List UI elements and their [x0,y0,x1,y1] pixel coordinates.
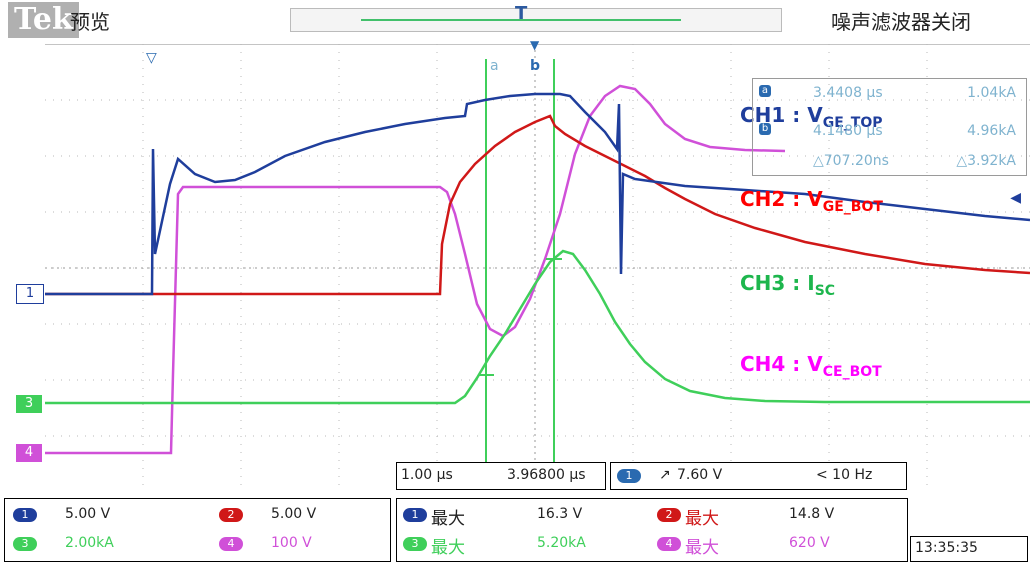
waveform-svg [45,43,1031,489]
ch3-scale: 2.00kA [65,535,114,551]
ch4-scale: 100 V [271,535,312,551]
trigger-position-icon[interactable]: ▽ [146,50,157,66]
graticule [45,43,1030,489]
cursor-a-tag-top[interactable]: a [490,58,499,74]
clock: 13:35:35 [915,540,978,556]
ch3-scale-tag[interactable]: 3 [13,537,37,551]
cursor-b-tag: b [759,123,771,135]
ch1-scale-tag[interactable]: 1 [13,508,37,522]
trigger-position-marker[interactable]: T [515,3,528,24]
ch2-waveform [45,114,1031,296]
cursor-b-time: 4.1480 µs [813,123,883,139]
meas-ch1-label: 最大 [431,509,465,529]
ch1-scale: 5.00 V [65,506,111,522]
ch3-label-sub: SC [814,283,836,299]
ch1-ground-marker[interactable]: 1 [16,284,44,304]
acquisition-mode: 预览 [70,10,110,34]
trigger-source-tag: 1 [617,469,641,483]
trigger-arrow-icon: ▼ [530,38,540,52]
cursor-b-tag-top[interactable]: b [530,58,541,74]
meas-ch1-tag[interactable]: 1 [403,508,427,522]
meas-ch1-value: 16.3 V [537,506,583,522]
meas-ch2-value: 14.8 V [789,506,835,522]
ch4-label: CH4 : VCE_BOT [740,352,882,380]
waveform-display[interactable] [45,43,1031,489]
meas-ch4-label: 最大 [685,538,719,558]
measurements-panel: 1 最大 16.3 V 2 最大 14.8 V 3 最大 5.20kA 4 最大… [396,498,908,562]
ch1-label-sub: GE_TOP [822,115,883,131]
vertical-scales-panel: 1 5.00 V 2 5.00 V 3 2.00kA 4 100 V [4,498,391,562]
ch2-label-sub: GE_BOT [822,199,883,215]
ch2-offset-arrow[interactable]: ◀ [1010,190,1021,206]
cursor-a-value: 1.04kA [967,85,1016,101]
meas-ch2-tag[interactable]: 2 [657,508,681,522]
horizontal-position: 3.96800 µs [507,467,586,483]
ch4-label-sub: CE_BOT [822,364,882,380]
ch4-waveform [45,84,786,455]
cursor-readout-panel: a 3.4408 µs 1.04kA b 4.1480 µs 4.96kA △7… [752,78,1027,176]
trigger-frequency: < 10 Hz [816,467,873,483]
meas-ch4-value: 620 V [789,535,830,551]
ch3-label: CH3 : ISC [740,271,835,299]
ch2-label: CH2 : VGE_BOT [740,187,883,215]
timebase-readout[interactable]: 1.00 µs 3.96800 µs [396,462,606,490]
ch3-label-text: CH3 : I [740,271,815,295]
cursor-a-time: 3.4408 µs [813,85,883,101]
ch4-ground-marker[interactable]: 4 [16,444,42,462]
meas-ch3-label: 最大 [431,538,465,558]
ch2-label-text: CH2 : V [740,187,823,211]
cursor-delta-value: △3.92kA [956,153,1016,169]
ch2-scale: 5.00 V [271,506,317,522]
top-bar: Tek 预览 T 噪声滤波器关闭 [0,0,1031,40]
trigger-level: 7.60 V [677,467,723,483]
ch3-ground-marker[interactable]: 3 [16,395,42,413]
ch4-scale-tag[interactable]: 4 [219,537,243,551]
noise-filter-status: 噪声滤波器关闭 [831,10,971,34]
meas-ch3-tag[interactable]: 3 [403,537,427,551]
record-position-bar[interactable]: T [290,3,782,32]
brand-logo: Tek [8,2,79,38]
ch1-waveform [45,92,1031,296]
meas-ch4-tag[interactable]: 4 [657,537,681,551]
trigger-slope-icon: ↗ [659,467,671,483]
record-position-indicator [361,19,681,21]
cursor-b-value: 4.96kA [967,123,1016,139]
ch3-waveform [45,249,1030,405]
cursor-a-tag: a [759,85,771,97]
cursor-delta-time: △707.20ns [813,153,889,169]
ch1-label-text: CH1 : V [740,103,823,127]
trigger-readout[interactable]: 1 ↗ 7.60 V < 10 Hz [610,462,907,490]
ch1-label: CH1 : VGE_TOP [740,103,883,131]
meas-ch2-label: 最大 [685,509,719,529]
ch4-label-text: CH4 : V [740,352,823,376]
ch2-scale-tag[interactable]: 2 [219,508,243,522]
meas-ch3-value: 5.20kA [537,535,586,551]
timebase-scale: 1.00 µs [401,467,453,483]
clock-panel: 13:35:35 [910,536,1028,562]
